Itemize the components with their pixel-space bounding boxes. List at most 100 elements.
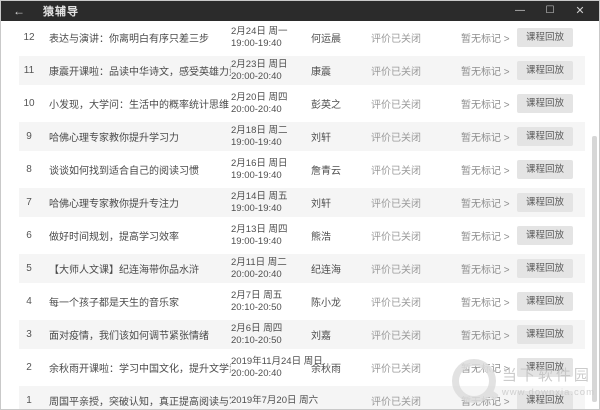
- no-mark-link[interactable]: 暂无标记 >: [461, 232, 510, 243]
- evaluation-status: 评价已关闭: [371, 133, 421, 144]
- course-row: 7 哈佛心理专家教你提升专注力 2月14日 周五 19:00-19:40 刘轩 …: [19, 186, 585, 219]
- course-time: 20:00-20:40: [231, 268, 282, 280]
- course-date: 2月16日 周日: [231, 157, 288, 169]
- course-row: 6 做好时间规划，提高学习效率 2月13日 周四 19:00-19:40 熊浩 …: [19, 219, 585, 252]
- course-speaker: 刘轩: [311, 133, 331, 144]
- window-controls: — ☐ ✕: [505, 1, 599, 21]
- course-speaker: 何运晨: [311, 34, 341, 45]
- course-date: 2月23日 周日: [231, 58, 288, 70]
- course-time: 19:00-19:40: [231, 37, 282, 49]
- course-datetime: 2月14日 周五 19:00-19:40: [231, 191, 311, 215]
- no-mark-link[interactable]: 暂无标记 >: [461, 265, 510, 276]
- course-title: 余秋雨开课啦：学习中国文化，提升文学素养: [49, 364, 231, 375]
- maximize-button[interactable]: ☐: [545, 5, 555, 16]
- evaluation-status: 评价已关闭: [371, 67, 421, 78]
- course-datetime: 2月24日 周一 19:00-19:40: [231, 26, 311, 50]
- course-replay-button[interactable]: 课程回放: [517, 61, 573, 80]
- course-time: 19:00-19:40: [231, 235, 282, 247]
- course-date: 2月14日 周五: [231, 190, 288, 202]
- evaluation-status: 评价已关闭: [371, 199, 421, 210]
- course-row: 12 表达与演讲：你离明白有序只差三步 2月24日 周一 19:00-19:40…: [19, 21, 585, 54]
- course-speaker: 陈小龙: [311, 298, 341, 309]
- evaluation-status: 评价已关闭: [371, 331, 421, 342]
- course-replay-button[interactable]: 课程回放: [517, 94, 573, 113]
- course-speaker: 詹青云: [311, 166, 341, 177]
- vertical-scrollbar-thumb[interactable]: [592, 136, 597, 402]
- course-title: 表达与演讲：你离明白有序只差三步: [49, 34, 209, 45]
- course-date: 2月13日 周四: [231, 223, 288, 235]
- course-number: 10: [23, 98, 35, 109]
- evaluation-status: 评价已关闭: [371, 232, 421, 243]
- course-replay-button[interactable]: 课程回放: [517, 292, 573, 311]
- no-mark-link[interactable]: 暂无标记 >: [461, 67, 510, 78]
- course-speaker: 纪连海: [311, 265, 341, 276]
- evaluation-status: 评价已关闭: [371, 364, 421, 375]
- course-number: 11: [23, 65, 35, 76]
- course-date: 2月11日 周二: [231, 256, 287, 268]
- course-speaker: 熊浩: [311, 232, 331, 243]
- course-date: 2月20日 周四: [231, 91, 288, 103]
- course-row: 11 康震开课啦：品读中华诗文，感受英雄力量 2月23日 周日 20:00-20…: [19, 54, 585, 87]
- course-time: 20:00-20:40: [231, 367, 282, 379]
- course-row: 10 小发现，大学问：生活中的概率统计思维 2月20日 周四 20:00-20:…: [19, 87, 585, 120]
- evaluation-status: 评价已关闭: [371, 34, 421, 45]
- no-mark-link[interactable]: 暂无标记 >: [461, 100, 510, 111]
- course-datetime: 2月11日 周二 20:00-20:40: [231, 257, 311, 281]
- course-list: 12 表达与演讲：你离明白有序只差三步 2月24日 周一 19:00-19:40…: [1, 21, 599, 409]
- no-mark-link[interactable]: 暂无标记 >: [461, 298, 510, 309]
- no-mark-link[interactable]: 暂无标记 >: [461, 199, 510, 210]
- course-datetime: 2月7日 周五 20:10-20:50: [231, 290, 311, 314]
- course-number: 2: [26, 362, 32, 373]
- no-mark-link[interactable]: 暂无标记 >: [461, 397, 510, 408]
- course-time: 20:10-20:50: [231, 334, 282, 346]
- title-bar: ← 猿辅导 — ☐ ✕: [1, 1, 599, 21]
- course-title: 每一个孩子都是天生的音乐家: [49, 298, 179, 309]
- evaluation-status: 评价已关闭: [371, 397, 421, 408]
- course-title: 哈佛心理专家教你提升专注力: [49, 199, 179, 210]
- course-number: 7: [26, 197, 32, 208]
- course-replay-button[interactable]: 课程回放: [517, 160, 573, 179]
- course-row: 1 周国平亲授，突破认知，真正提高阅读与写作能力 2019年7月20日 周六 评…: [19, 384, 585, 409]
- close-button[interactable]: ✕: [575, 5, 585, 17]
- course-replay-button[interactable]: 课程回放: [517, 127, 573, 146]
- course-datetime: 2月16日 周日 19:00-19:40: [231, 158, 311, 182]
- course-time: 19:00-19:40: [231, 169, 282, 181]
- course-number: 4: [26, 296, 32, 307]
- course-replay-button[interactable]: 课程回放: [517, 358, 573, 377]
- course-speaker: 彭英之: [311, 100, 341, 111]
- no-mark-link[interactable]: 暂无标记 >: [461, 34, 510, 45]
- no-mark-link[interactable]: 暂无标记 >: [461, 166, 510, 177]
- course-number: 1: [26, 395, 32, 406]
- course-title: 谈谈如何找到适合自己的阅读习惯: [49, 166, 199, 177]
- no-mark-link[interactable]: 暂无标记 >: [461, 364, 510, 375]
- course-replay-button[interactable]: 课程回放: [517, 193, 573, 212]
- course-number: 12: [23, 32, 35, 43]
- evaluation-status: 评价已关闭: [371, 166, 421, 177]
- course-row: 9 哈佛心理专家教你提升学习力 2月18日 周二 19:00-19:40 刘轩 …: [19, 120, 585, 153]
- course-title: 做好时间规划，提高学习效率: [49, 232, 179, 243]
- course-title: 周国平亲授，突破认知，真正提高阅读与写作能力: [49, 397, 231, 408]
- course-time: 20:10-20:50: [231, 301, 282, 313]
- course-time: 20:00-20:40: [231, 103, 282, 115]
- course-replay-button[interactable]: 课程回放: [517, 325, 573, 344]
- course-speaker: 刘嘉: [311, 331, 331, 342]
- course-replay-button[interactable]: 课程回放: [517, 259, 573, 278]
- minimize-button[interactable]: —: [515, 5, 525, 16]
- course-datetime: 2月23日 周日 20:00-20:40: [231, 59, 311, 83]
- course-datetime: 2月20日 周四 20:00-20:40: [231, 92, 311, 116]
- no-mark-link[interactable]: 暂无标记 >: [461, 331, 510, 342]
- course-speaker: 余秋雨: [311, 364, 341, 375]
- course-replay-button[interactable]: 课程回放: [517, 391, 573, 409]
- course-number: 3: [26, 329, 32, 340]
- course-replay-button[interactable]: 课程回放: [517, 28, 573, 47]
- course-datetime: 2月18日 周二 19:00-19:40: [231, 125, 311, 149]
- course-title: 哈佛心理专家教你提升学习力: [49, 133, 179, 144]
- evaluation-status: 评价已关闭: [371, 298, 421, 309]
- course-title: 面对疫情，我们该如何调节紧张情绪: [49, 331, 209, 342]
- no-mark-link[interactable]: 暂无标记 >: [461, 133, 510, 144]
- course-title: 小发现，大学问：生活中的概率统计思维: [49, 100, 229, 111]
- course-row: 4 每一个孩子都是天生的音乐家 2月7日 周五 20:10-20:50 陈小龙 …: [19, 285, 585, 318]
- back-arrow-icon[interactable]: ←: [13, 4, 25, 18]
- course-replay-button[interactable]: 课程回放: [517, 226, 573, 245]
- course-title: 【大师人文课】纪连海带你品水浒: [49, 265, 199, 276]
